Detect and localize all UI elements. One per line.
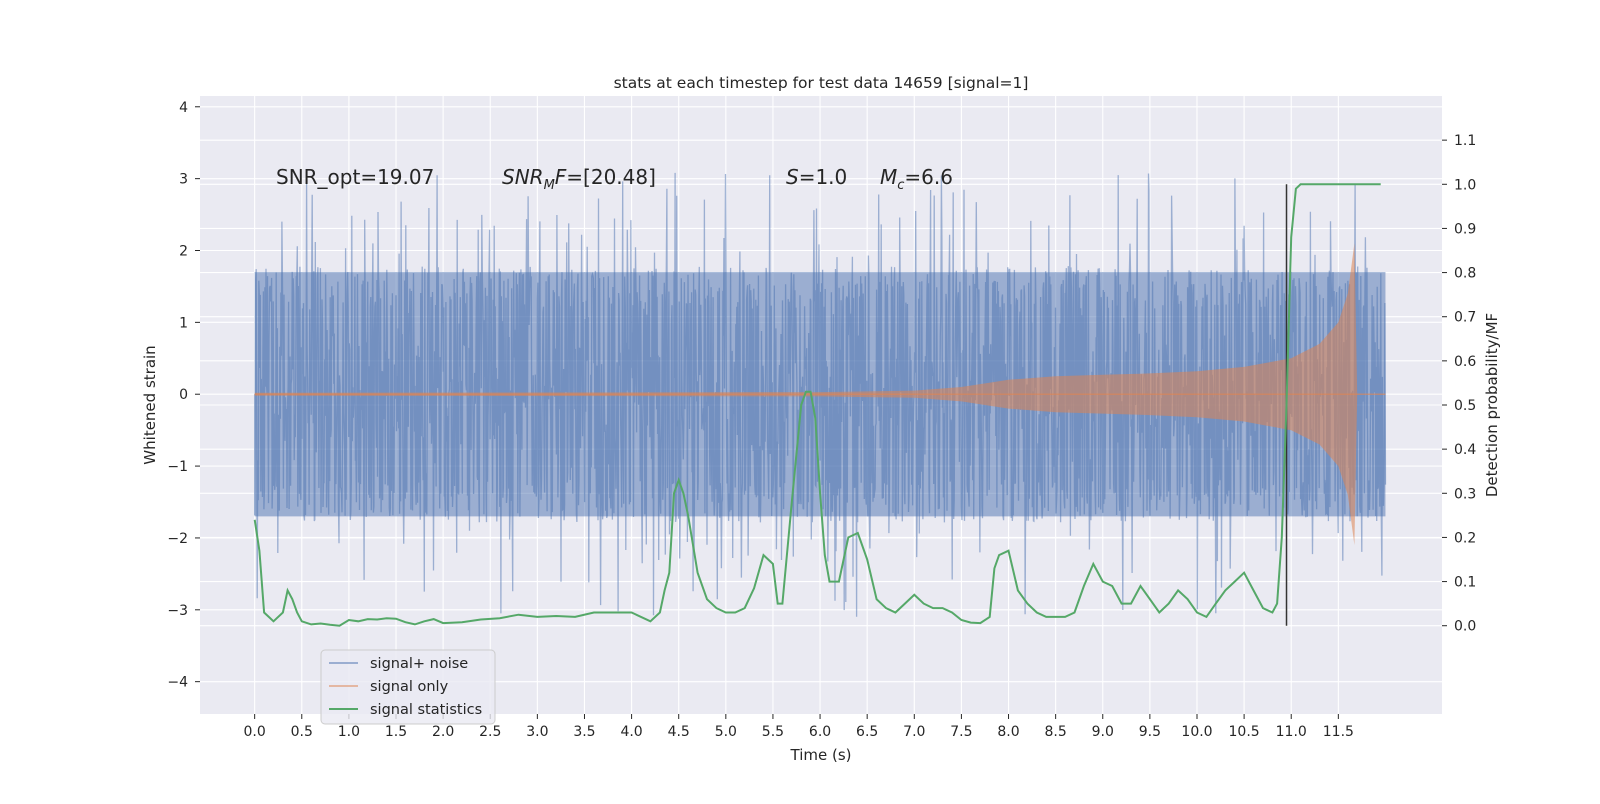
annotation-snr-mf-subscript: M [544,178,555,193]
x-tick-label: 10.5 [1229,724,1260,740]
x-tick-label: 6.0 [809,724,831,740]
annotation-snr-opt: SNR_opt=19.07 [276,165,434,189]
legend-label-signal-only: signal only [370,679,449,695]
y-tick-label: −2 [167,531,188,547]
chart-title: stats at each timestep for test data 146… [614,74,1029,92]
y-tick-label: 0 [179,387,188,403]
legend-label-signal-statistics: signal statistics [370,702,482,718]
x-tick-label: 1.5 [385,724,407,740]
y-right-tick-label: 0.6 [1454,354,1476,370]
annotation-s-symbol: S [786,165,799,189]
x-tick-label: 9.5 [1139,724,1161,740]
annotations: SNR_opt=19.07 SNRMF=[20.48] S=1.0 Mc=6.6 [276,165,953,193]
signal-plus-noise-line [254,172,1387,617]
signal-statistics-line [253,183,1381,627]
y-tick-label: −4 [167,675,188,691]
annotation-s-value: =1.0 [799,165,848,189]
x-tick-label: 5.5 [762,724,784,740]
y-right-tick-label: 1.1 [1454,133,1476,149]
y-right-tick-label: 0.8 [1454,266,1476,282]
signal-statistics-series [253,183,1381,627]
annotation-s: S=1.0 [786,165,847,189]
x-tick-label: 5.0 [715,724,737,740]
y-tick-label: 3 [179,172,188,188]
y-right-tick-label: 0.7 [1454,310,1476,326]
annotation-mc-value: =6.6 [904,165,953,189]
annotation-snr-mf-f: F [555,165,567,189]
annotation-mc-subscript: c [897,178,904,193]
x-tick-label: 10.0 [1181,724,1212,740]
y-right-tick-label: 0.2 [1454,530,1476,546]
x-tick-label: 6.5 [856,724,878,740]
x-tick-label: 9.0 [1092,724,1114,740]
y-tick-label: 4 [179,100,188,116]
x-tick-label: 4.5 [668,724,690,740]
x-axis-label: Time (s) [790,746,852,764]
y-right-tick-label: 1.0 [1454,177,1476,193]
annotation-snr-mf-symbol: SNR [502,165,544,189]
x-tick-label: 2.0 [432,724,454,740]
x-tick-label: 8.0 [997,724,1019,740]
x-tick-label: 0.5 [291,724,313,740]
y-tick-label: 2 [179,244,188,260]
annotation-mc-symbol: M [880,165,897,189]
y-axis-right-label: Detection probability/MF [1483,313,1501,497]
y-tick-label: −1 [167,459,188,475]
y-axis-label: Whitened strain [141,345,159,464]
y-right-tick-label: 0.4 [1454,442,1476,458]
annotation-snr-mf-value: =[20.48] [566,165,656,189]
x-tick-label: 1.0 [338,724,360,740]
y-tick-label: 1 [179,315,188,331]
y-tick-label: −3 [167,603,188,619]
annotation-snr-mf: SNRMF=[20.48] [502,165,656,193]
y-right-tick-label: 0.1 [1454,575,1476,591]
x-tick-label: 7.0 [903,724,925,740]
tick-labels: 0.0 0.5 1.0 1.5 2.0 2.5 3.0 3.5 4.0 4.5 5.0 5.5 6.0 6… [167,100,1476,740]
x-tick-label: 11.0 [1276,724,1307,740]
legend: signal+ noise signal only signal statist… [320,649,496,725]
x-tick-label: 11.5 [1323,724,1354,740]
legend-box [320,649,496,725]
y-right-tick-label: 0.9 [1454,221,1476,237]
x-tick-label: 0.0 [244,724,266,740]
x-tick-label: 7.5 [950,724,972,740]
y-right-tick-label: 0.5 [1454,398,1476,414]
x-tick-label: 4.0 [620,724,642,740]
x-tick-label: 2.5 [479,724,501,740]
y-right-tick-label: 0.0 [1454,619,1476,635]
x-tick-label: 3.5 [573,724,595,740]
y-right-tick-label: 0.3 [1454,486,1476,502]
legend-label-signal-plus-noise: signal+ noise [370,656,468,672]
x-tick-label: 3.0 [526,724,548,740]
x-tick-label: 8.5 [1045,724,1067,740]
annotation-mc: Mc=6.6 [880,165,953,193]
